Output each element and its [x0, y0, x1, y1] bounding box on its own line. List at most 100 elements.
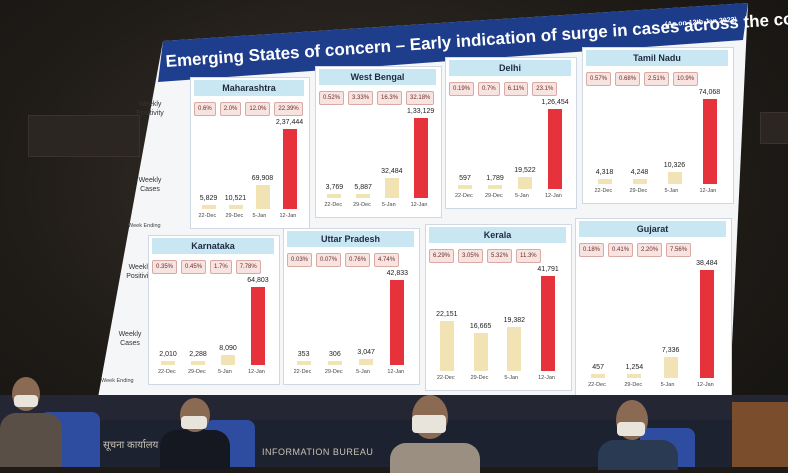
- date-label: 12-Jan: [696, 382, 714, 388]
- wall-panel: [28, 115, 140, 157]
- bar-delhi-29-dec: [488, 185, 502, 189]
- bar-kerala-5-jan: [507, 326, 522, 371]
- positivity-badge: 0.57%: [586, 72, 612, 86]
- bar-delhi-12-jan: [548, 109, 562, 189]
- case-value: 2,288: [189, 351, 207, 358]
- case-value: 597: [459, 175, 471, 182]
- state-name-uttar-pradesh: Uttar Pradesh: [287, 231, 414, 247]
- label-weekly-positivity-top: Weekly Positivity: [136, 101, 164, 117]
- positivity-badge: 0.45%: [181, 260, 207, 274]
- bar-maharashtra-29-dec: [228, 205, 243, 209]
- state-name-gujarat: Gujarat: [579, 221, 726, 237]
- case-value: 19,522: [514, 166, 536, 174]
- case-value: 1,789: [486, 175, 504, 182]
- positivity-badge: 32.18%: [406, 91, 435, 105]
- positivity-badge: 7.78%: [235, 260, 261, 274]
- case-value: 3,769: [325, 184, 344, 191]
- bar-maharashtra-22-dec: [201, 205, 216, 209]
- case-value: 19,382: [503, 316, 526, 324]
- date-label: 5-Jan: [381, 202, 396, 208]
- bar-uttar-pradesh-12-jan: [390, 280, 405, 365]
- date-label: 5-Jan: [252, 213, 267, 219]
- case-value: 4,318: [595, 169, 614, 177]
- date-label: 22-Dec: [594, 188, 613, 194]
- case-value: 1,254: [625, 364, 644, 371]
- bar-gujarat-5-jan: [663, 357, 678, 378]
- case-value: 5,887: [354, 184, 372, 191]
- bar-gujarat-22-dec: [591, 374, 606, 378]
- case-value: 7,336: [661, 347, 680, 355]
- date-label: 5-Jan: [515, 193, 529, 199]
- bar-west-bengal-22-dec: [327, 194, 342, 198]
- bar-karnataka-29-dec: [191, 361, 205, 365]
- bureau-hindi-text: सूचना कार्यालय: [103, 440, 159, 451]
- state-name-maharashtra: Maharashtra: [194, 80, 304, 96]
- date-label: 29-Dec: [353, 202, 371, 208]
- date-label: 29-Dec: [485, 193, 503, 199]
- date-label: 5-Jan: [218, 369, 232, 375]
- case-value: 69,908: [251, 175, 274, 183]
- positivity-badge: 0.03%: [287, 253, 313, 267]
- positivity-badge: 12.0%: [245, 102, 271, 116]
- state-name-delhi: Delhi: [449, 60, 571, 76]
- bar-karnataka-5-jan: [221, 355, 235, 365]
- date-label: 12-Jan: [538, 375, 555, 381]
- date-label: 12-Jan: [545, 193, 562, 199]
- positivity-badge: 2.20%: [637, 243, 663, 257]
- date-label: 12-Jan: [279, 213, 297, 219]
- state-name-karnataka: Karnataka: [152, 238, 274, 254]
- date-label: 12-Jan: [699, 188, 717, 194]
- positivity-badge: 7.56%: [666, 243, 692, 257]
- positivity-badge: 11.3%: [516, 249, 541, 263]
- case-value: 10,326: [663, 162, 686, 170]
- case-value: 32,484: [381, 168, 403, 176]
- state-name-tamil-nadu: Tamil Nadu: [586, 50, 728, 66]
- bar-tamil-nadu-5-jan: [667, 172, 682, 184]
- date-label: 5-Jan: [660, 382, 675, 388]
- case-value: 353: [297, 351, 310, 358]
- case-value: 8,090: [219, 345, 237, 353]
- case-value: 64,803: [247, 277, 269, 284]
- bar-tamil-nadu-22-dec: [597, 179, 612, 184]
- wooden-podium: [732, 402, 788, 467]
- bar-gujarat-12-jan: [699, 270, 714, 378]
- positivity-badge: 1.7%: [210, 260, 232, 274]
- positivity-badge: 0.18%: [579, 243, 605, 257]
- case-value: 3,047: [357, 348, 375, 356]
- label-week-ending-top: Week Ending: [128, 223, 161, 229]
- date-label: 22-Dec: [455, 193, 473, 199]
- wall-panel: [760, 112, 788, 144]
- bar-kerala-22-dec: [439, 320, 454, 371]
- state-name-kerala: Kerala: [429, 227, 566, 243]
- bureau-banner-text: INFORMATION BUREAU: [262, 447, 374, 457]
- case-value: 10,521: [224, 195, 247, 202]
- date-label: 5-Jan: [664, 188, 679, 194]
- case-value: 457: [592, 364, 604, 371]
- date-label: 12-Jan: [248, 369, 265, 375]
- bar-gujarat-29-dec: [627, 374, 642, 378]
- bar-west-bengal-5-jan: [384, 178, 399, 198]
- positivity-badge: 10.9%: [673, 72, 699, 86]
- label-week-ending-bottom: Week Ending: [101, 378, 134, 384]
- state-name-west-bengal: West Bengal: [319, 69, 436, 85]
- date-label: 29-Dec: [324, 369, 343, 375]
- positivity-badge: 0.52%: [319, 91, 345, 105]
- positivity-badge: 22.39%: [274, 102, 303, 116]
- bar-delhi-22-dec: [458, 185, 472, 189]
- date-label: 5-Jan: [504, 375, 519, 381]
- positivity-badge: 2.51%: [644, 72, 670, 86]
- case-value: 16,665: [469, 323, 492, 331]
- bar-karnataka-12-jan: [251, 287, 265, 365]
- case-value: 1,26,454: [541, 99, 569, 106]
- date-label: 29-Dec: [225, 213, 244, 219]
- bar-delhi-5-jan: [518, 176, 532, 189]
- date-label: 22-Dec: [588, 382, 606, 388]
- bar-uttar-pradesh-5-jan: [359, 358, 374, 365]
- date-label: 22-Dec: [436, 375, 455, 381]
- case-value: 74,068: [698, 89, 721, 96]
- date-label: 22-Dec: [198, 213, 217, 219]
- date-label: 29-Dec: [470, 375, 489, 381]
- date-label: 22-Dec: [293, 369, 312, 375]
- positivity-badge: 0.76%: [345, 253, 371, 267]
- case-value: 4,248: [630, 169, 649, 177]
